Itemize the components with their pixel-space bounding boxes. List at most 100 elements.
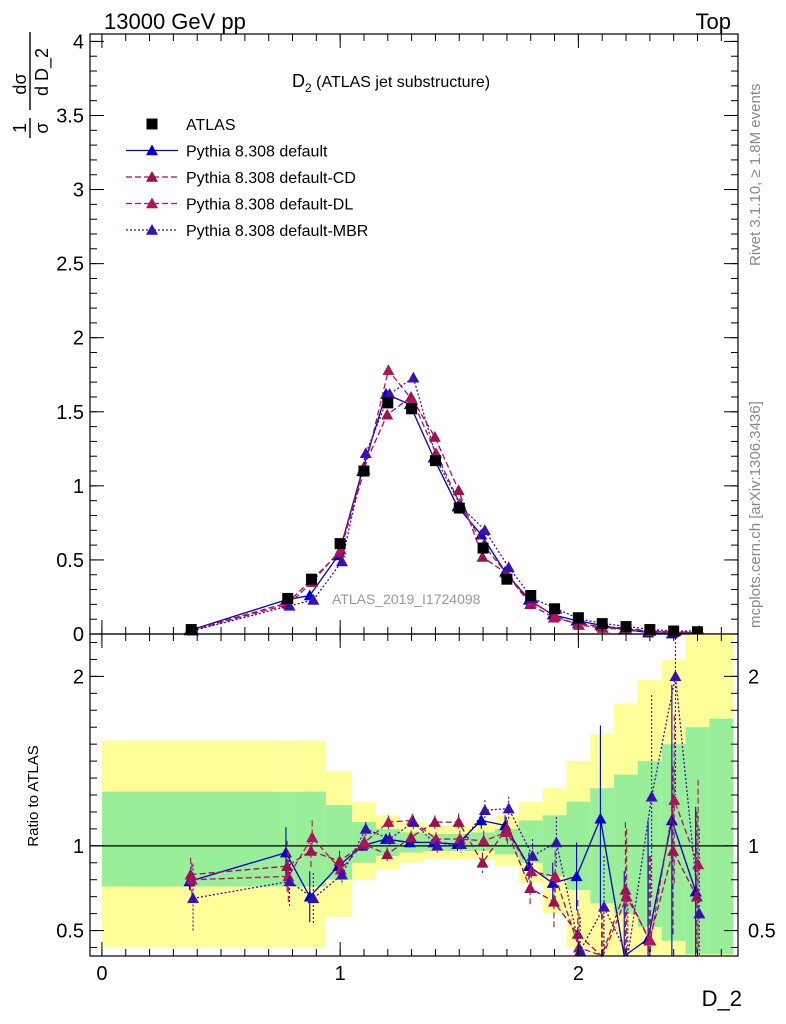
ratio-series-point xyxy=(501,826,514,838)
series-point xyxy=(476,550,489,562)
legend-marker xyxy=(146,224,158,235)
series-point xyxy=(382,364,395,376)
chart-title: D2 (ATLAS jet substructure) xyxy=(292,71,490,95)
ratio-series-point xyxy=(407,816,420,827)
ratio-series-point xyxy=(689,885,702,897)
ratio-series-point xyxy=(477,834,490,846)
atlas-data-point xyxy=(185,624,197,636)
legend-label: Pythia 8.308 default-MBR xyxy=(186,223,368,240)
ratio-series-point xyxy=(478,804,491,816)
atlas-data-point xyxy=(549,603,561,615)
y-tick-label: 1.5 xyxy=(56,402,84,424)
ratio-series-point xyxy=(475,814,488,826)
ratio-series-point xyxy=(428,816,441,827)
y-tick-label: 3.5 xyxy=(56,105,84,127)
y-tick-label: 1 xyxy=(73,476,84,498)
atlas-data-point xyxy=(620,621,632,633)
series-point xyxy=(478,524,491,536)
ratio-y-tick-label: 1 xyxy=(73,836,84,858)
ratio-series-point xyxy=(665,814,678,826)
series-point xyxy=(406,393,419,405)
legend-marker xyxy=(146,171,158,182)
ratio-series-point xyxy=(452,816,465,827)
ratio-series-point xyxy=(358,836,371,848)
main-panel: 0 0.5 1 1.5 2 2.5 3 3.5 4 xyxy=(56,31,739,646)
atlas-data-point xyxy=(453,502,465,514)
ratio-series-point xyxy=(546,877,559,888)
ratio-series-point xyxy=(306,831,319,843)
ratio-panel: 0.5 0.5 1 1 2 2 0 1 2 xyxy=(56,633,776,985)
uncertainty-band-inner xyxy=(685,727,710,955)
atlas-data-point xyxy=(477,542,489,554)
ratio-series-point xyxy=(619,883,632,895)
ratio-series-point xyxy=(184,868,197,880)
legend-marker-atlas xyxy=(146,118,158,130)
atlas-data-point xyxy=(382,397,394,409)
ratio-series-point xyxy=(570,870,583,882)
ratio-series-point xyxy=(185,873,198,885)
y-tick-label: 2.5 xyxy=(56,254,84,276)
ratio-series-point xyxy=(476,856,489,868)
uncertainty-band-inner xyxy=(614,774,638,914)
analysis-label: ATLAS_2019_I1724098 xyxy=(332,591,481,607)
ratio-series-point xyxy=(381,848,394,860)
series-point xyxy=(428,430,441,442)
ratio-series-point xyxy=(283,875,296,887)
legend: ATLAS Pythia 8.308 default Pythia 8.308 de… xyxy=(126,117,368,240)
ratio-series-point xyxy=(335,868,348,880)
ratio-y-tick-label-right: 2 xyxy=(748,666,759,688)
series-point xyxy=(407,371,420,383)
rivet-label: Rivet 3.1.10, ≥ 1.8M events xyxy=(747,84,764,267)
y-label-one: 1 xyxy=(10,123,30,133)
ratio-series-point xyxy=(667,844,680,856)
ratio-series-point xyxy=(550,836,563,848)
ratio-series-point xyxy=(690,890,703,902)
uncertainty-band-inner xyxy=(709,718,734,955)
ratio-series-point xyxy=(598,900,611,912)
x-tick-label: 1 xyxy=(335,963,346,985)
ratio-series-point xyxy=(431,839,444,851)
ratio-y-tick-label-right: 1 xyxy=(748,836,759,858)
ratio-series-point xyxy=(526,850,539,861)
ratio-series-point xyxy=(304,844,317,856)
atlas-data-point xyxy=(501,573,513,585)
ratio-series-point xyxy=(455,838,468,849)
ratio-series-point xyxy=(187,892,200,904)
series-point xyxy=(572,619,585,630)
y-tick-label: 2 xyxy=(73,328,84,350)
ratio-series-point xyxy=(571,927,584,939)
x-tick-label: 0 xyxy=(96,963,107,985)
y-tick-label: 4 xyxy=(73,31,84,53)
ratio-series-point xyxy=(547,895,560,907)
legend-label: Pythia 8.308 default-CD xyxy=(186,170,356,187)
y-label-sigma: σ xyxy=(32,122,52,133)
ratio-series-point xyxy=(359,822,372,834)
ratio-series-point xyxy=(549,870,562,882)
chart-title-rest: (ATLAS jet substructure) xyxy=(312,74,490,91)
ratio-series-point xyxy=(525,865,538,877)
y-label-d-var: d D_2 xyxy=(32,48,53,96)
atlas-data-point xyxy=(406,403,418,415)
series-point xyxy=(381,408,394,420)
series-point xyxy=(502,561,515,573)
ratio-series-point xyxy=(644,934,657,946)
chart-title-sub: 2 xyxy=(305,81,312,95)
legend-label: Pythia 8.308 default-DL xyxy=(186,197,353,214)
header-right-label: Top xyxy=(696,9,731,34)
ratio-series-point xyxy=(333,855,346,866)
atlas-data-point xyxy=(596,618,608,630)
x-tick-label: 2 xyxy=(573,963,584,985)
ratio-series-point xyxy=(524,882,537,894)
atlas-data-point xyxy=(429,455,441,467)
ratio-series-point xyxy=(281,860,294,871)
header-left-label: 13000 GeV pp xyxy=(104,9,246,34)
atlas-data-point xyxy=(334,538,346,550)
legend-label: ATLAS xyxy=(186,117,236,134)
y-tick-label: 3 xyxy=(73,180,84,202)
ratio-series-point xyxy=(282,870,295,882)
ratio-series-point xyxy=(430,833,443,844)
series-point xyxy=(359,447,372,459)
legend-marker xyxy=(146,144,158,156)
ratio-series-point xyxy=(574,944,587,956)
